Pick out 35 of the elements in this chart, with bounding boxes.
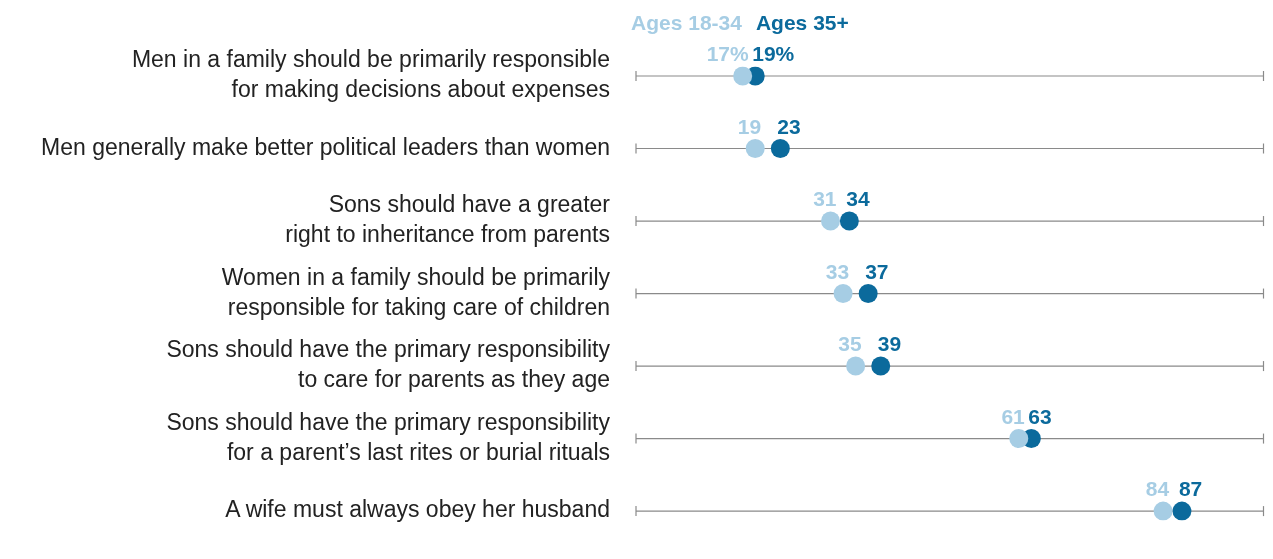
point bbox=[1153, 501, 1173, 521]
point bbox=[733, 66, 753, 86]
data-label: 19% bbox=[752, 42, 795, 65]
data-label: 63 bbox=[1028, 404, 1052, 428]
point bbox=[833, 284, 853, 304]
point bbox=[745, 139, 765, 159]
y-tick-label: Women in a family should be primarily responsible for taking care of children bbox=[221, 263, 611, 320]
y-tick-label: Sons should have the primary responsibility for a parent’s last rites or burial rituals bbox=[166, 408, 611, 465]
data-label: 19 bbox=[737, 114, 762, 138]
point bbox=[846, 356, 866, 376]
data-label: 31 bbox=[813, 187, 837, 211]
point bbox=[1172, 501, 1192, 521]
data-label: 35 bbox=[838, 332, 862, 356]
point bbox=[1009, 429, 1029, 449]
data-label: 87 bbox=[1178, 477, 1203, 501]
y-tick-label: Sons should have the primary responsibility to care for parents as they age bbox=[166, 336, 611, 393]
data-label: 37 bbox=[865, 259, 889, 283]
point bbox=[839, 211, 859, 231]
data-label: 34 bbox=[846, 187, 871, 211]
data-label: 84 bbox=[1145, 477, 1170, 501]
series-label: Ages 35+ bbox=[755, 11, 849, 34]
data-label: 39 bbox=[877, 332, 902, 356]
data-label: 33 bbox=[825, 259, 850, 283]
point bbox=[821, 211, 841, 231]
point bbox=[770, 139, 790, 159]
y-tick-label: Men in a family should be primarily responsible for making decisions about expenses bbox=[131, 46, 610, 103]
point bbox=[858, 284, 878, 304]
y-tick-label: A wife must always obey her husband bbox=[225, 496, 610, 523]
y-tick-label: Sons should have a greater right to inheritance from parents bbox=[285, 191, 611, 248]
data-label: 17% bbox=[706, 42, 749, 65]
series-label: Ages 18-34 bbox=[631, 11, 743, 34]
point bbox=[871, 356, 891, 376]
data-label: 23 bbox=[777, 114, 801, 138]
y-tick-label: Men generally make better political leaders than women bbox=[41, 133, 610, 160]
data-label: 61 bbox=[1001, 404, 1026, 428]
